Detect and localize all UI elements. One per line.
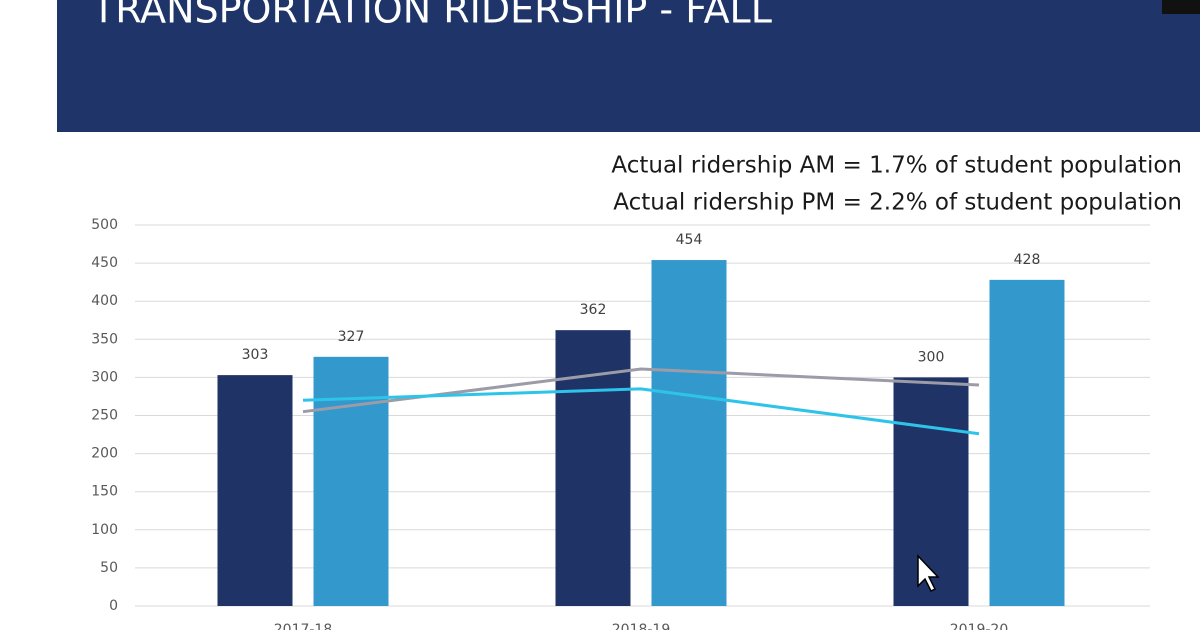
line-series [302, 367, 980, 414]
corner-overlay [1162, 0, 1200, 14]
bar [651, 260, 727, 606]
y-tick-label: 200 [91, 446, 118, 462]
data-label: 300 [918, 349, 945, 365]
bar [989, 279, 1065, 606]
y-tick-label: 100 [91, 522, 118, 538]
annotation: Actual ridership AM = 1.7% of student po… [611, 153, 1182, 179]
data-label: 327 [338, 329, 365, 345]
chart-title: TRANSPORTATION RIDERSHIP - FALL [91, 0, 772, 32]
bar [893, 377, 969, 606]
plot: 0 50 100 150 200 250 300 350 400 450 500 303 362 300 3… [91, 217, 1150, 630]
annotation: Actual ridership PM = 2.2% of student po… [613, 190, 1182, 216]
line-series [302, 387, 980, 436]
data-label: 303 [242, 347, 269, 363]
y-tick-label: 0 [109, 598, 118, 614]
bar [313, 356, 389, 606]
y-tick-label: 150 [91, 484, 118, 500]
y-tick-label: 300 [91, 369, 118, 385]
title-banner [57, 0, 1200, 132]
y-tick-label: 400 [91, 293, 118, 309]
y-tick-label: 450 [91, 255, 118, 271]
data-label: 428 [1014, 252, 1041, 268]
x-tick-label: 2018-19 [612, 622, 671, 630]
y-tick-label: 50 [100, 560, 118, 576]
data-label: 454 [676, 232, 703, 248]
bar [217, 375, 293, 606]
mouse-cursor [917, 554, 940, 593]
data-label: 362 [580, 302, 607, 318]
x-tick-label: 2019-20 [950, 622, 1009, 630]
y-tick-label: 350 [91, 331, 118, 347]
y-tick-label: 250 [91, 408, 118, 424]
y-tick-label: 500 [91, 217, 118, 233]
x-tick-label: 2017-18 [274, 622, 333, 630]
